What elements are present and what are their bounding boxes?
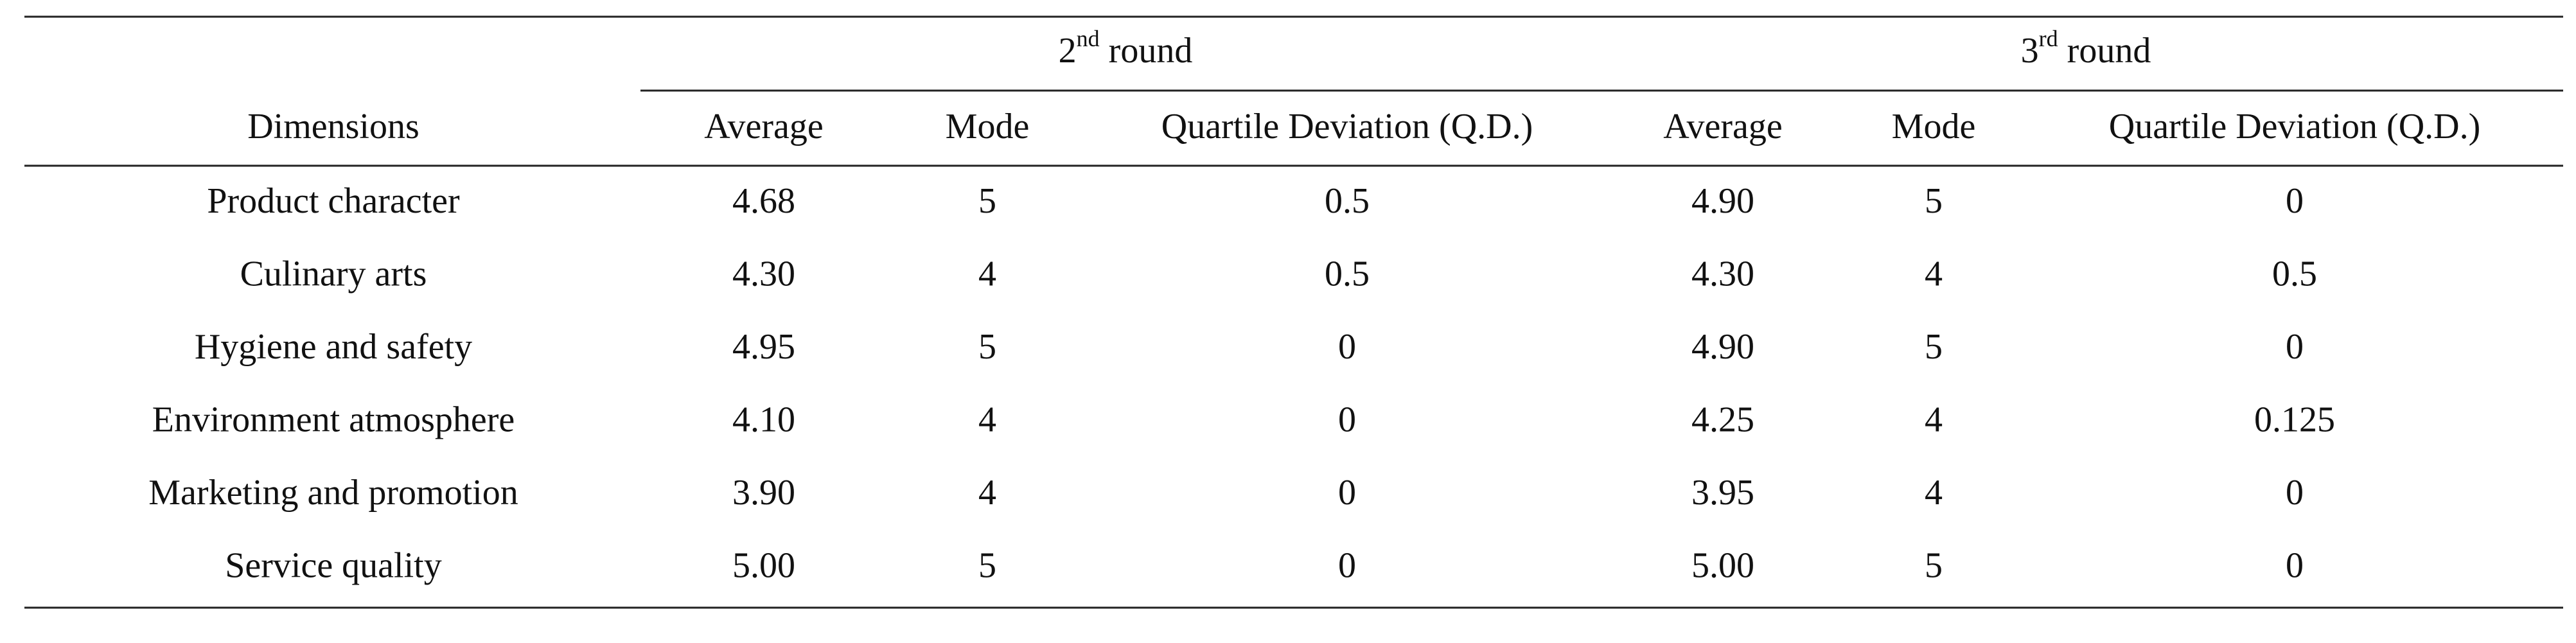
cell: 4 [978,473,996,513]
cell: 0 [1338,400,1356,439]
ordinal: 2 [1059,31,1077,71]
row-label: Culinary arts [240,254,427,294]
row-label: Hygiene and safety [195,327,472,367]
cell: 5 [1925,327,1943,367]
ordinal-suffix: nd [1077,26,1100,51]
cell: 3.95 [1691,473,1754,513]
cell: 0 [1338,473,1356,513]
cell: 5 [1925,545,1943,585]
row-label: Environment atmosphere [152,400,515,439]
cell: 4.30 [1691,254,1754,294]
cell: 5 [1925,181,1943,221]
cell: 4 [1925,473,1943,513]
cell: 0 [2286,327,2304,367]
cell: 4.90 [1691,327,1754,367]
ordinal-suffix: rd [2039,26,2058,51]
cell: 4.90 [1691,181,1754,221]
cell: 4.10 [732,400,795,439]
cell: 0 [2286,545,2304,585]
cell: 4.30 [732,254,795,294]
cell: 5 [978,545,996,585]
row-label: Service quality [225,545,441,585]
cell: 3.90 [732,473,795,513]
cell: 0 [1338,327,1356,367]
cell: 0.125 [2254,400,2335,439]
column-header: Mode [946,107,1030,146]
cell: 5.00 [732,545,795,585]
row-label: Marketing and promotion [148,473,518,513]
cell: 0.5 [2272,254,2317,294]
cell: 0 [2286,473,2304,513]
cell: 4.68 [732,181,795,221]
cell: 4 [978,400,996,439]
cell: 5.00 [1691,545,1754,585]
column-header: Quartile Deviation (Q.D.) [2109,107,2480,146]
cell: 4 [1925,254,1943,294]
cell: 4 [978,254,996,294]
column-header: Average [704,107,824,146]
cell: 5 [978,181,996,221]
ordinal: 3 [2021,31,2039,71]
column-header: Dimensions [247,107,419,146]
cell: 0.5 [1325,181,1370,221]
cell: 4.95 [732,327,795,367]
column-header: Average [1663,107,1783,146]
group-label: round [2067,31,2151,71]
cell: 4.25 [1691,400,1754,439]
group-label: round [1109,31,1193,71]
cell: 0 [2286,181,2304,221]
row-label: Product character [207,181,460,221]
cell: 4 [1925,400,1943,439]
cell: 0 [1338,545,1356,585]
group-header: 2nd round [1059,26,1193,71]
group-header: 3rd round [2021,26,2151,71]
cell: 0.5 [1325,254,1370,294]
column-header: Quartile Deviation (Q.D.) [1161,107,1533,146]
cell: 5 [978,327,996,367]
column-header: Mode [1892,107,1976,146]
